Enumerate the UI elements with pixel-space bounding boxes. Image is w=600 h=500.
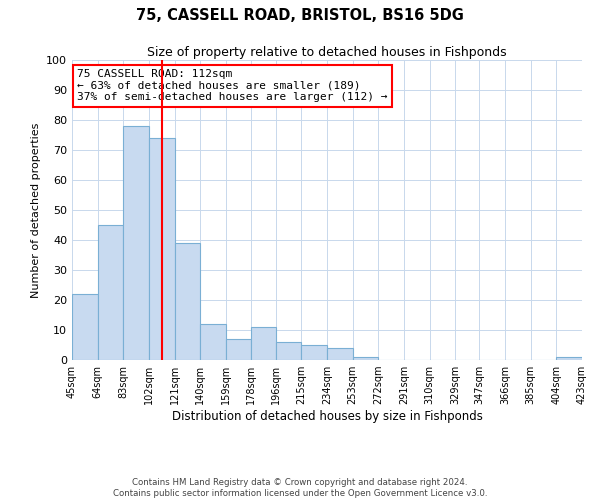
- Bar: [149, 138, 175, 360]
- Bar: [353, 357, 378, 360]
- Y-axis label: Number of detached properties: Number of detached properties: [31, 122, 41, 298]
- Text: Contains HM Land Registry data © Crown copyright and database right 2024.
Contai: Contains HM Land Registry data © Crown c…: [113, 478, 487, 498]
- Text: 75, CASSELL ROAD, BRISTOL, BS16 5DG: 75, CASSELL ROAD, BRISTOL, BS16 5DG: [136, 8, 464, 22]
- Bar: [251, 327, 276, 360]
- Bar: [123, 126, 149, 360]
- Bar: [175, 243, 200, 360]
- Bar: [301, 345, 327, 360]
- Title: Size of property relative to detached houses in Fishponds: Size of property relative to detached ho…: [147, 46, 507, 59]
- Bar: [98, 225, 123, 360]
- Bar: [226, 339, 251, 360]
- Bar: [327, 348, 353, 360]
- Bar: [276, 342, 301, 360]
- Bar: [556, 357, 582, 360]
- Bar: [200, 324, 226, 360]
- X-axis label: Distribution of detached houses by size in Fishponds: Distribution of detached houses by size …: [172, 410, 482, 423]
- Text: 75 CASSELL ROAD: 112sqm
← 63% of detached houses are smaller (189)
37% of semi-d: 75 CASSELL ROAD: 112sqm ← 63% of detache…: [77, 69, 388, 102]
- Bar: [72, 294, 98, 360]
